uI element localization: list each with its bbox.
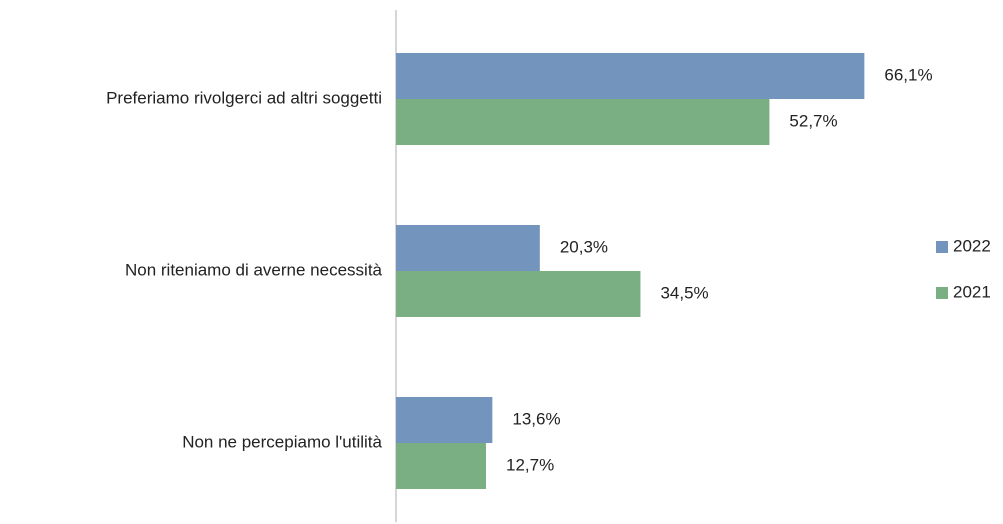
bar	[396, 443, 486, 489]
value-label: 52,7%	[789, 111, 837, 130]
bar	[396, 99, 770, 145]
legend-swatch	[936, 287, 948, 299]
bar	[396, 271, 641, 317]
category-label: Preferiamo rivolgerci ad altri soggetti	[106, 88, 382, 107]
value-label: 34,5%	[660, 283, 708, 302]
value-label: 12,7%	[506, 455, 554, 474]
legend-label: 2022	[953, 236, 991, 255]
legend-swatch	[936, 241, 948, 253]
value-label: 20,3%	[560, 237, 608, 256]
bar	[396, 397, 493, 443]
value-label: 13,6%	[512, 409, 560, 428]
category-label: Non riteniamo di averne necessità	[125, 260, 383, 279]
legend-label: 2021	[953, 282, 991, 301]
bar	[396, 53, 865, 99]
category-label: Non ne percepiamo l'utilità	[182, 432, 382, 451]
bar	[396, 225, 540, 271]
value-label: 66,1%	[884, 65, 932, 84]
